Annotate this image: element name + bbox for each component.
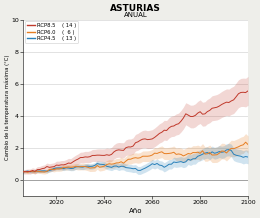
Text: ANUAL: ANUAL xyxy=(124,12,147,18)
X-axis label: Año: Año xyxy=(129,208,142,214)
Title: ASTURIAS: ASTURIAS xyxy=(110,4,161,13)
Legend: RCP8.5    ( 14 ), RCP6.0    (  6 ), RCP4.5    ( 13 ): RCP8.5 ( 14 ), RCP6.0 ( 6 ), RCP4.5 ( 13… xyxy=(24,21,78,43)
Y-axis label: Cambio de la temperatura máxima (°C): Cambio de la temperatura máxima (°C) xyxy=(4,55,10,160)
